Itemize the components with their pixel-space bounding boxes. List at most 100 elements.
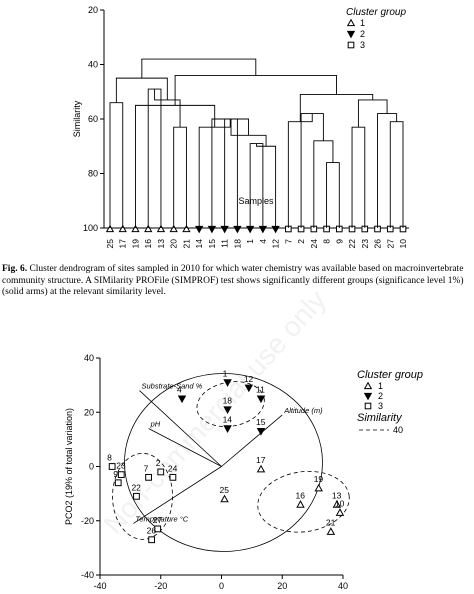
pco-point-label: 7	[144, 463, 149, 473]
pco-point-label: 1	[223, 368, 228, 378]
dendro-leaf-label: 11	[220, 239, 230, 248]
dendro-branch	[135, 104, 216, 228]
pco-point-label: 21	[326, 518, 336, 528]
pco-point-label: 22	[131, 482, 141, 492]
dendro-branch	[198, 119, 231, 228]
dendro-legend-label: 2	[360, 29, 365, 39]
caption-label: Fig. 6.	[2, 264, 28, 274]
pco-y-tick-label: -20	[81, 516, 94, 526]
environmental-vector-label: Altitude (m)	[283, 406, 323, 415]
dendro-legend-marker	[346, 30, 356, 39]
dendro-y-tick-label: 20	[88, 5, 98, 15]
pco-point-label: 12	[244, 374, 254, 384]
pco-point-marker	[154, 525, 162, 533]
dendro-leaf-label: 7	[283, 239, 293, 244]
dendro-leaf-label: 24	[309, 239, 319, 249]
dendro-leaf-marker	[105, 224, 115, 233]
dendro-leaf-label: 15	[207, 239, 217, 249]
environmental-vector	[139, 390, 222, 467]
dendro-leaf-label: 19	[130, 239, 140, 249]
pco-point-marker	[223, 379, 232, 387]
similarity-contour-group3	[112, 452, 173, 540]
pco-point-label: 17	[256, 455, 266, 465]
pco-scatter-chart: -40 -20 0 20 40 -40 -20 0 20 40 PCO2 (19% of total…	[64, 353, 423, 591]
dendro-leaf-label: 13	[156, 239, 166, 249]
dendro-leaf-label: 25	[105, 239, 115, 249]
pco-point-marker	[326, 527, 336, 535]
dendro-leaf-label: 23	[360, 239, 370, 249]
dendro-leaf-label: 16	[143, 239, 153, 249]
pco-point-marker	[117, 471, 125, 479]
dendro-branch	[377, 113, 398, 228]
pco-point-label: 11	[256, 385, 265, 395]
dendro-branch	[299, 94, 374, 122]
dendro-branch	[115, 77, 168, 103]
pco-y-axis-title: PCO2 (19% of total variation)	[64, 408, 74, 525]
pco-point-marker	[335, 508, 345, 516]
dendro-leaf-label: 2	[296, 239, 306, 244]
dendro-leaf-label: 18	[232, 239, 242, 249]
dendro-branch	[389, 121, 404, 228]
pco-point-label: 10	[335, 499, 345, 509]
dendro-leaf-label: 8	[322, 239, 332, 244]
pco-legend-similarity-label: 40	[393, 425, 403, 435]
dendro-leaf-label: 10	[398, 239, 408, 249]
dendro-leaf-label: 4	[258, 239, 268, 244]
pco-point-marker	[223, 425, 232, 433]
pco-point-label: 18	[223, 396, 233, 406]
pco-point-marker	[296, 500, 305, 508]
dendro-leaf-marker	[169, 224, 178, 233]
pco-legend-title: Cluster group	[357, 369, 423, 381]
pco-point-marker	[148, 536, 156, 544]
dendro-y-axis-title: Similarity	[72, 100, 82, 137]
dendro-branch	[173, 126, 187, 228]
dendro-leaf-marker	[144, 224, 153, 233]
dendro-branch	[147, 88, 162, 228]
pco-point-label: 13	[332, 490, 342, 500]
dendro-leaf-label: 21	[181, 239, 191, 249]
pco-legend-marker	[363, 381, 373, 390]
dendro-legend-title: Cluster group	[346, 7, 406, 18]
pco-point-marker	[223, 406, 232, 414]
pco-point-label: 4	[177, 385, 182, 395]
dendro-leaf-label: 26	[373, 239, 383, 249]
dendro-legend-marker	[347, 41, 355, 49]
pco-y-tick-label: 0	[89, 462, 94, 472]
dendro-leaf-marker	[131, 224, 140, 233]
figure-caption: Fig. 6. Cluster dendrogram of sites samp…	[2, 264, 474, 299]
pco-x-tick-label: 40	[338, 581, 348, 591]
pco-point-marker	[169, 473, 177, 481]
pco-point-marker	[220, 494, 229, 503]
pco-x-tick-label: -40	[93, 581, 106, 591]
pco-legend-marker	[363, 392, 373, 401]
pco-point-label: 25	[220, 485, 230, 495]
pco-point-marker	[114, 479, 122, 487]
pco-point-marker	[332, 500, 342, 508]
pco-point-marker	[256, 395, 266, 404]
pco-point-marker	[157, 468, 165, 476]
pco-point-label: 8	[107, 453, 112, 463]
dendro-branch	[351, 126, 366, 228]
pco-legend-label: 3	[378, 401, 383, 411]
dendro-leaf-label: 14	[194, 239, 204, 249]
dendro-branch	[326, 162, 340, 228]
environmental-vector	[221, 414, 283, 467]
dendro-branch	[174, 74, 337, 106]
pco-legend-label: 1	[378, 381, 383, 391]
caption-text: Cluster dendrogram of sites sampled in 2…	[2, 264, 464, 297]
pco-y-tick-label: -40	[81, 570, 94, 580]
pco-point-label: 19	[314, 474, 324, 484]
dendro-legend-label: 3	[360, 40, 365, 50]
pco-x-tick-label: 0	[219, 581, 224, 591]
pco-legend-marker	[364, 402, 372, 410]
dendro-branch	[313, 140, 334, 228]
environmental-vector	[148, 428, 222, 467]
dendro-branch	[300, 113, 324, 228]
dendro-branch	[249, 143, 264, 228]
dendro-leaf-marker	[118, 224, 127, 233]
pco-point-label: 26	[147, 526, 157, 536]
dendro-leaf-label: 22	[347, 239, 357, 249]
pco-point-marker	[145, 473, 152, 481]
